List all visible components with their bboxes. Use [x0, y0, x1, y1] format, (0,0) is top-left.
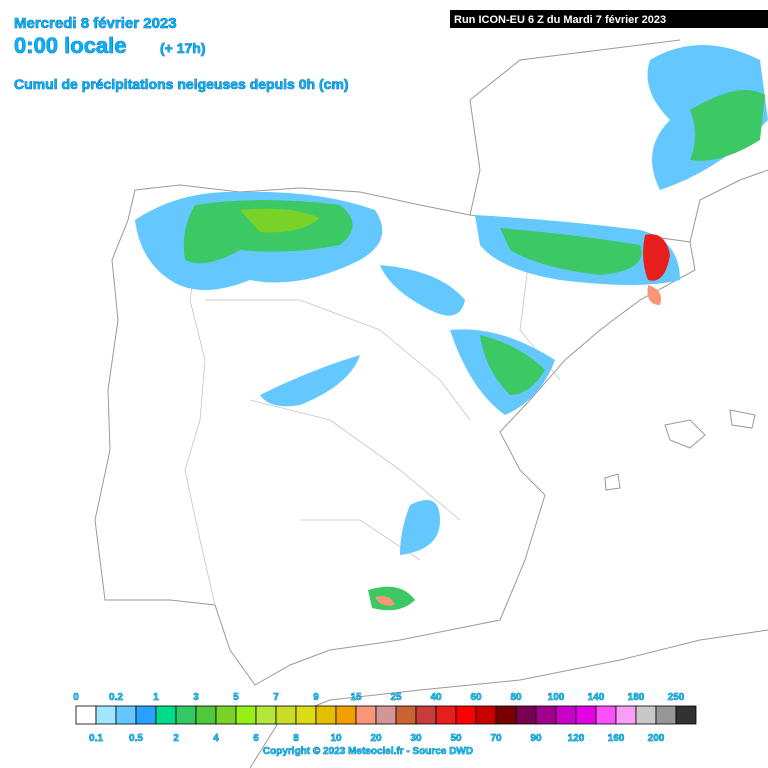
- legend-label: 50: [450, 733, 462, 744]
- legend-label: 40: [430, 692, 442, 703]
- legend-swatch: [315, 705, 337, 725]
- legend-label: 70: [490, 733, 502, 744]
- legend-label: 100: [548, 692, 565, 703]
- legend-label: 8: [293, 733, 299, 744]
- legend-swatch: [295, 705, 317, 725]
- legend-swatch: [95, 705, 117, 725]
- legend-swatch: [435, 705, 457, 725]
- borders: [184, 229, 561, 606]
- legend-swatch: [475, 705, 497, 725]
- lead-time: (+ 17h): [160, 40, 206, 56]
- legend-label: 80: [510, 692, 522, 703]
- subtitle: Cumul de précipitations neigeuses depuis…: [14, 76, 349, 92]
- run-info: Run ICON-EU 6 Z du Mardi 7 février 2023: [454, 14, 666, 26]
- legend-label: 250: [668, 692, 685, 703]
- legend-label: 1: [153, 692, 159, 703]
- legend-swatch: [335, 705, 357, 725]
- legend-swatch: [255, 705, 277, 725]
- legend-label: 10: [330, 733, 342, 744]
- legend: 0 0.1 0.2 0.5 1 2 3 4 5 6 7 8 9 10 15 20 25 30 40 50 60 70 80 9…: [73, 692, 697, 744]
- legend-swatch: [155, 705, 177, 725]
- legend-label: 9: [313, 692, 319, 703]
- legend-swatch: [235, 705, 257, 725]
- legend-swatch: [355, 705, 377, 725]
- copyright: Copyright © 2023 Meteociel.fr - Source D…: [263, 746, 473, 757]
- legend-label: 200: [648, 733, 665, 744]
- legend-swatch: [495, 705, 517, 725]
- legend-label: 90: [530, 733, 542, 744]
- legend-swatch: [615, 705, 637, 725]
- legend-swatch: [655, 705, 677, 725]
- legend-swatch: [555, 705, 577, 725]
- legend-swatch: [595, 705, 617, 725]
- legend-swatch: [415, 705, 437, 725]
- legend-swatch: [75, 705, 97, 725]
- legend-label: 15: [350, 692, 362, 703]
- legend-swatch: [515, 705, 537, 725]
- legend-swatch: [675, 705, 697, 725]
- date: Mercredi 8 février 2023: [14, 15, 177, 32]
- legend-label: 5: [233, 692, 239, 703]
- legend-label: 160: [608, 733, 625, 744]
- legend-swatch: [215, 705, 237, 725]
- run-box: [450, 10, 768, 28]
- legend-label: 120: [568, 733, 585, 744]
- legend-label: 4: [213, 733, 219, 744]
- legend-label: 60: [470, 692, 482, 703]
- coastline-france: [469, 39, 768, 243]
- legend-label: 2: [173, 733, 179, 744]
- legend-swatch: [195, 705, 217, 725]
- legend-swatch: [375, 705, 397, 725]
- legend-label: 0: [73, 692, 79, 703]
- legend-label: 0.1: [89, 733, 103, 744]
- legend-swatch: [175, 705, 197, 725]
- legend-label: 7: [273, 692, 279, 703]
- legend-label: 30: [410, 733, 422, 744]
- legend-swatch: [115, 705, 137, 725]
- legend-swatch: [275, 705, 297, 725]
- legend-swatch: [635, 705, 657, 725]
- legend-label: 0.5: [129, 733, 143, 744]
- legend-swatch: [535, 705, 557, 725]
- legend-label: 0.2: [109, 692, 123, 703]
- legend-swatch: [135, 705, 157, 725]
- legend-swatch: [575, 705, 597, 725]
- legend-swatch: [395, 705, 417, 725]
- legend-label: 6: [253, 733, 259, 744]
- legend-label: 180: [628, 692, 645, 703]
- legend-label: 25: [390, 692, 402, 703]
- legend-swatch: [455, 705, 477, 725]
- legend-label: 140: [588, 692, 605, 703]
- time: 0:00 locale: [14, 33, 127, 58]
- legend-label: 20: [370, 733, 382, 744]
- snow-field: [135, 45, 768, 611]
- legend-label: 3: [193, 692, 199, 703]
- balearics: [604, 409, 756, 491]
